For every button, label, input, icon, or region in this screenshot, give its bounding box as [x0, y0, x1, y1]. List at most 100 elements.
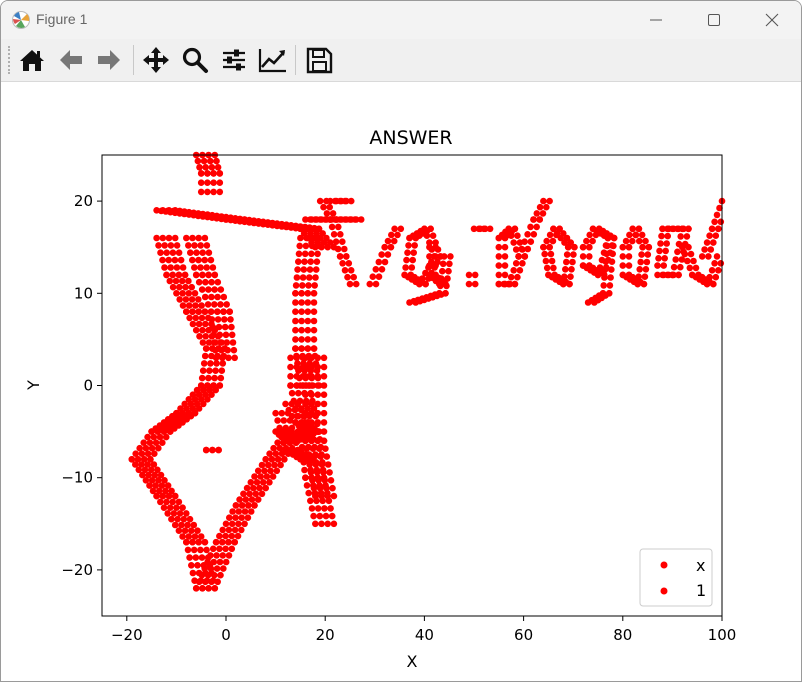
- scatter-point-x: [308, 437, 315, 445]
- title-bar[interactable]: Figure 1: [1, 1, 801, 39]
- scatter-point-x: [206, 367, 213, 375]
- scatter-point-x: [151, 471, 159, 479]
- scatter-point-x: [185, 242, 192, 249]
- scatter-point-x: [495, 253, 503, 260]
- scatter-point-x: [199, 271, 206, 279]
- scatter-point-x: [252, 490, 260, 498]
- scatter-point-x: [350, 273, 358, 281]
- scatter-point-x: [270, 444, 277, 452]
- scatter-point-x: [231, 354, 238, 362]
- home-button[interactable]: [16, 45, 48, 75]
- scatter-point-x: [643, 258, 651, 266]
- scatter-point-x: [626, 231, 633, 239]
- scatter-point-x: [201, 308, 209, 315]
- forward-button[interactable]: [93, 45, 125, 75]
- scatter-point-x: [186, 554, 193, 561]
- scatter-point-x: [315, 445, 323, 453]
- scatter-point-x: [341, 197, 349, 205]
- scatter-point-x: [196, 164, 203, 171]
- scatter-point-x: [195, 405, 203, 412]
- save-button[interactable]: [303, 45, 335, 75]
- scatter-point-x: [215, 323, 223, 331]
- zoom-magnifier-icon: [182, 47, 208, 73]
- window-title: Figure 1: [36, 11, 88, 27]
- scatter-point-1: [272, 409, 279, 417]
- scatter-point-x: [320, 382, 328, 389]
- pan-button[interactable]: [140, 45, 172, 75]
- scatter-point-x: [306, 274, 313, 281]
- scatter-point-x: [305, 489, 313, 497]
- scatter-point-x: [148, 428, 155, 435]
- minimize-button[interactable]: [627, 1, 685, 39]
- scatter-point-x: [698, 253, 706, 260]
- scatter-point-x: [716, 204, 723, 212]
- scatter-point-x: [258, 461, 266, 469]
- scatter-point-x: [238, 502, 246, 509]
- scatter-point-x: [384, 251, 392, 258]
- scatter-point-x: [308, 250, 315, 258]
- scatter-point-x: [190, 521, 198, 529]
- scatter-point-x: [384, 237, 392, 245]
- configure-subplots-button[interactable]: [218, 45, 250, 75]
- scatter-point-x: [258, 490, 266, 498]
- scatter-point-x: [678, 256, 686, 263]
- scatter-point-x: [432, 243, 439, 251]
- maximize-button[interactable]: [685, 1, 743, 39]
- scatter-point-x: [294, 266, 301, 273]
- scatter-point-x: [302, 373, 309, 380]
- scatter-point-x: [713, 253, 721, 260]
- scatter-point-x: [706, 232, 713, 239]
- scatter-point-x: [715, 225, 722, 233]
- scatter-point-x: [606, 282, 614, 289]
- scatter-point-x: [390, 237, 398, 245]
- scatter-point-x: [219, 354, 226, 362]
- back-button[interactable]: [55, 45, 87, 75]
- scatter-point-x: [511, 280, 519, 288]
- scatter-point-x: [302, 391, 309, 399]
- edit-axis-button[interactable]: [256, 45, 288, 75]
- scatter-point-x: [292, 282, 300, 289]
- scatter-point-x: [223, 339, 231, 346]
- scatter-point-x: [194, 527, 201, 534]
- scatter-point-x: [308, 409, 315, 417]
- x-tick-label: 40: [415, 626, 434, 644]
- scatter-point-x: [212, 386, 219, 394]
- scatter-point-x: [546, 231, 554, 239]
- scatter-point-x: [298, 299, 305, 306]
- scatter-point-x: [701, 246, 708, 253]
- scatter-point-x: [205, 271, 212, 279]
- scatter-point-x: [324, 243, 332, 251]
- scatter-point-x: [501, 262, 509, 269]
- scatter-point-x: [173, 242, 181, 249]
- scatter-point-x: [197, 188, 205, 196]
- scatter-point-x: [213, 552, 220, 559]
- scatter-point-x: [173, 290, 180, 297]
- scatter-point-x: [677, 263, 684, 271]
- scatter-point-x: [312, 216, 319, 223]
- scatter-point-x: [241, 508, 249, 515]
- scatter-plot[interactable]: ANSWER −20 0 20 40 60 80 100 −20 −10 0 10 20 X Y x …: [1, 82, 801, 681]
- close-button[interactable]: [743, 1, 801, 39]
- toolbar-grip[interactable]: [8, 46, 12, 74]
- scatter-point-x: [524, 231, 531, 238]
- figure-canvas[interactable]: ANSWER −20 0 20 40 60 80 100 −20 −10 0 10 20 X Y x …: [1, 82, 801, 681]
- scatter-point-x: [187, 249, 194, 256]
- scatter-point-x: [437, 282, 444, 290]
- scatter-point-x: [685, 243, 692, 251]
- scatter-point-1: [282, 400, 289, 408]
- scatter-point-x: [507, 232, 515, 239]
- scatter-point-x: [619, 262, 627, 269]
- scatter-point-1: [280, 439, 287, 447]
- scatter-point-x: [533, 210, 541, 217]
- scatter-point-x: [401, 271, 408, 279]
- scatter-point-x: [495, 243, 503, 251]
- scatter-point-x: [267, 467, 274, 475]
- scatter-point-x: [198, 374, 206, 382]
- scatter-point-x: [138, 450, 146, 458]
- scatter-point-x: [655, 255, 662, 262]
- scatter-point-x: [207, 256, 215, 264]
- zoom-button[interactable]: [179, 45, 211, 75]
- scatter-point-x: [304, 317, 312, 325]
- scatter-point-x: [366, 280, 374, 288]
- scatter-point-x: [579, 243, 587, 251]
